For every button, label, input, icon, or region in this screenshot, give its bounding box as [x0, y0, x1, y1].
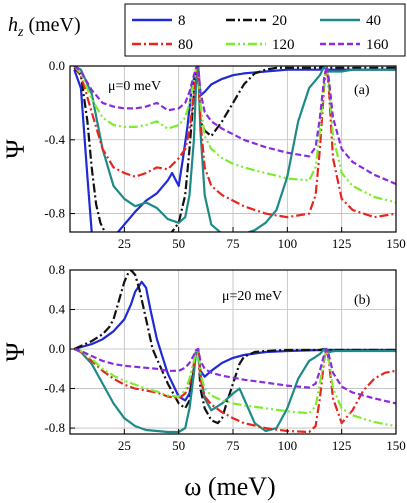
legend-label-20: 20 [272, 13, 287, 29]
legend-box [124, 3, 406, 57]
series-line-80 [73, 347, 396, 434]
x-axis-label: ω (meV) [184, 472, 275, 501]
y-tick-label: -0.4 [44, 132, 65, 147]
panel-a: 25 50 75 100 125 150 0.0 -0.4 -0.8 Ψμ=0 meV (a) [1, 58, 406, 251]
y-tick-label: 0.0 [49, 341, 65, 356]
x-tick-label: 25 [118, 438, 131, 453]
series-line-160 [73, 66, 396, 186]
panel-annotation: μ=0 meV [108, 79, 161, 94]
y-tick-label: -0.8 [44, 420, 65, 435]
legend-label-40: 40 [366, 13, 381, 29]
x-tick-label: 100 [278, 236, 298, 251]
x-tick-label: 50 [172, 438, 185, 453]
y-tick-label: -0.8 [44, 206, 65, 221]
x-tick-label: 125 [332, 236, 352, 251]
series-line-120 [73, 347, 396, 428]
legend-label-120: 120 [272, 37, 295, 53]
y-tick-label: -0.4 [44, 381, 65, 396]
legend-label-80: 80 [178, 37, 193, 53]
y-axis-label: Ψ [1, 342, 30, 362]
series-line-40 [73, 347, 396, 434]
x-tick-label: 75 [227, 438, 240, 453]
panel-label: (b) [354, 293, 371, 308]
panel-label: (a) [354, 83, 370, 98]
series-line-40 [73, 66, 396, 232]
series-line-120 [73, 66, 396, 204]
x-tick-label: 150 [386, 438, 406, 453]
x-tick-label: 25 [118, 236, 131, 251]
panel-annotation: μ=20 meV [222, 289, 282, 304]
y-tick-label: 0.8 [49, 262, 65, 277]
x-tick-label: 150 [386, 236, 406, 251]
y-tick-label: 0.4 [49, 302, 66, 317]
y-axis-label: Ψ [1, 139, 30, 159]
legend-label-8: 8 [178, 13, 186, 29]
panel-b: 25 50 75 100 125 150 0.8 0.4 0.0 -0.4 -0.8 Ψμ=20 me… [1, 262, 406, 453]
x-tick-label: 100 [278, 438, 298, 453]
x-tick-label: 125 [332, 438, 352, 453]
legend-label-160: 160 [366, 37, 389, 53]
x-tick-label: 75 [227, 236, 240, 251]
legend-title: hz (meV) [8, 14, 81, 40]
series-line-160 [73, 347, 396, 405]
legend: hz (meV) 8 20 40 80 120 160 [8, 3, 406, 57]
y-tick-label: 0.0 [49, 58, 65, 73]
series-line-80 [73, 66, 396, 219]
x-tick-label: 50 [172, 236, 185, 251]
